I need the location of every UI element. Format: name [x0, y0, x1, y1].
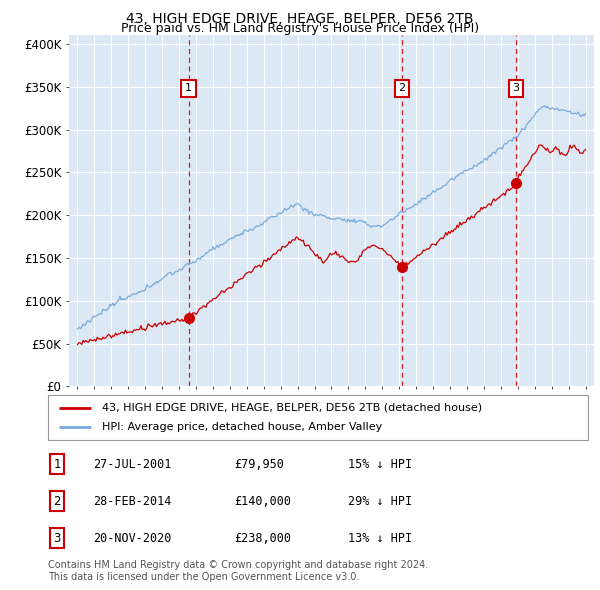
Text: 27-JUL-2001: 27-JUL-2001	[93, 457, 172, 471]
Text: 29% ↓ HPI: 29% ↓ HPI	[348, 494, 412, 508]
Text: 20-NOV-2020: 20-NOV-2020	[93, 532, 172, 545]
Text: £238,000: £238,000	[234, 532, 291, 545]
Text: 2: 2	[53, 494, 61, 508]
Text: 43, HIGH EDGE DRIVE, HEAGE, BELPER, DE56 2TB (detached house): 43, HIGH EDGE DRIVE, HEAGE, BELPER, DE56…	[102, 403, 482, 412]
Text: 43, HIGH EDGE DRIVE, HEAGE, BELPER, DE56 2TB: 43, HIGH EDGE DRIVE, HEAGE, BELPER, DE56…	[126, 12, 474, 27]
Text: 1: 1	[53, 457, 61, 471]
Text: 15% ↓ HPI: 15% ↓ HPI	[348, 457, 412, 471]
FancyBboxPatch shape	[48, 395, 588, 440]
Text: HPI: Average price, detached house, Amber Valley: HPI: Average price, detached house, Ambe…	[102, 422, 382, 432]
Text: Price paid vs. HM Land Registry's House Price Index (HPI): Price paid vs. HM Land Registry's House …	[121, 22, 479, 35]
Text: 28-FEB-2014: 28-FEB-2014	[93, 494, 172, 508]
Text: £79,950: £79,950	[234, 457, 284, 471]
Text: Contains HM Land Registry data © Crown copyright and database right 2024.
This d: Contains HM Land Registry data © Crown c…	[48, 560, 428, 582]
Text: 3: 3	[53, 532, 61, 545]
Text: £140,000: £140,000	[234, 494, 291, 508]
Text: 2: 2	[398, 84, 406, 93]
Text: 1: 1	[185, 84, 192, 93]
Text: 3: 3	[512, 84, 520, 93]
Text: 13% ↓ HPI: 13% ↓ HPI	[348, 532, 412, 545]
